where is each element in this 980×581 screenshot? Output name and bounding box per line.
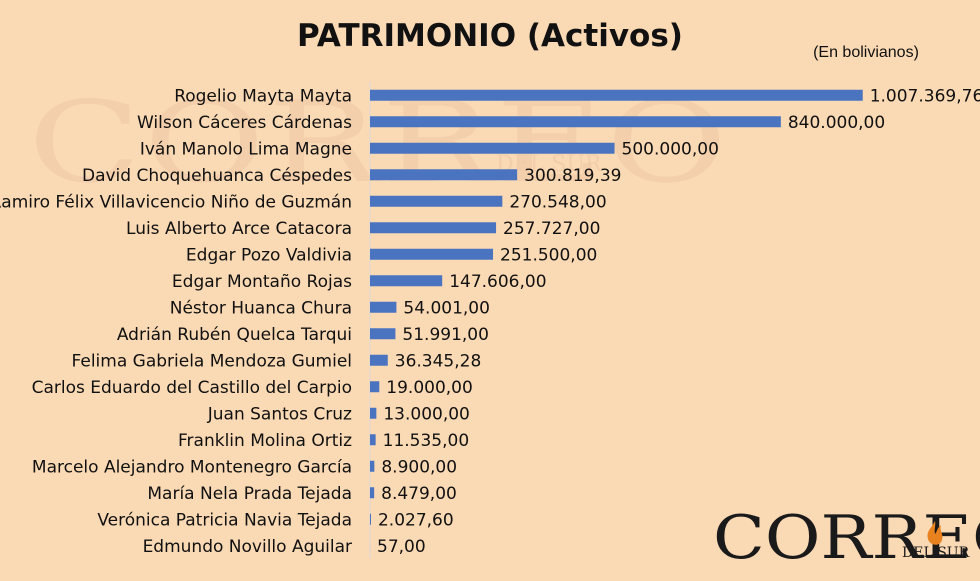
- category-label: Wilson Cáceres Cárdenas: [137, 113, 352, 133]
- bar: [370, 248, 494, 260]
- bar: [370, 116, 781, 128]
- bar: [370, 89, 863, 101]
- category-label: Luis Alberto Arce Catacora: [126, 219, 352, 239]
- bar: [370, 301, 397, 313]
- data-label: 270.548,00: [509, 192, 606, 212]
- bar: [370, 222, 497, 234]
- bars: [370, 89, 863, 552]
- data-label: 257.727,00: [503, 219, 600, 239]
- category-label: Adrián Rubén Quelca Tarqui: [117, 325, 352, 345]
- bar: [370, 275, 443, 287]
- category-label: Rogelio Mayta Mayta: [174, 86, 352, 106]
- data-label: 147.606,00: [449, 272, 546, 292]
- bar: [370, 142, 615, 154]
- category-label: Carlos Eduardo del Castillo del Carpio: [32, 378, 352, 398]
- bar: [370, 328, 396, 340]
- bar: [370, 460, 375, 472]
- bar: [370, 354, 388, 366]
- bar: [370, 195, 503, 207]
- category-label: María Nela Prada Tejada: [147, 484, 352, 504]
- data-label: 251.500,00: [500, 245, 597, 265]
- category-label: Marcelo Alejandro Montenegro García: [32, 457, 352, 477]
- category-label: Edgar Montaño Rojas: [172, 272, 352, 292]
- data-label: 13.000,00: [383, 404, 470, 424]
- chart-subtitle: (En bolivianos): [813, 44, 919, 61]
- bar: [370, 407, 377, 419]
- data-label: 57,00: [377, 537, 426, 557]
- data-label: 36.345,28: [395, 351, 482, 371]
- data-label: 51.991,00: [402, 325, 489, 345]
- chart-title: PATRIMONIO (Activos): [297, 18, 683, 54]
- bar: [370, 513, 371, 525]
- data-label: 2.027,60: [378, 510, 454, 530]
- data-label: 1.007.369,76: [870, 86, 980, 106]
- data-label: 300.819,39: [524, 166, 621, 186]
- category-label: Franklin Molina Ortiz: [178, 431, 352, 451]
- category-label: Iván Manolo Lima Magne: [140, 139, 352, 159]
- bar: [370, 434, 376, 446]
- category-label: Edgar Pozo Valdivia: [186, 245, 352, 265]
- category-label: Juan Santos Cruz: [207, 404, 352, 424]
- correo-del-sur-logo-sub: DEL SUR: [902, 545, 970, 561]
- bar: [370, 381, 380, 393]
- category-label: Ramiro Félix Villavicencio Niño de Guzmá…: [0, 192, 352, 212]
- category-label: Felima Gabriela Mendoza Gumiel: [72, 351, 352, 371]
- category-label: Verónica Patricia Navia Tejada: [97, 510, 352, 530]
- category-label: Edmundo Novillo Aguilar: [143, 537, 352, 557]
- data-label: 840.000,00: [788, 113, 885, 133]
- bar: [370, 487, 375, 499]
- category-labels: Rogelio Mayta Mayta Wilson Cáceres Cárden…: [0, 86, 352, 557]
- data-label: 19.000,00: [386, 378, 473, 398]
- data-label: 8.479,00: [381, 484, 457, 504]
- data-label: 11.535,00: [383, 431, 470, 451]
- data-label: 54.001,00: [403, 298, 490, 318]
- category-label: Néstor Huanca Chura: [170, 298, 352, 318]
- value-labels: 1.007.369,76 840.000,00 500.000,00300.819,…: [377, 86, 980, 557]
- bar: [370, 169, 518, 181]
- flame-icon: [927, 521, 943, 545]
- data-label: 8.900,00: [381, 457, 457, 477]
- category-label: David Choquehuanca Céspedes: [82, 166, 352, 186]
- data-label: 500.000,00: [622, 139, 719, 159]
